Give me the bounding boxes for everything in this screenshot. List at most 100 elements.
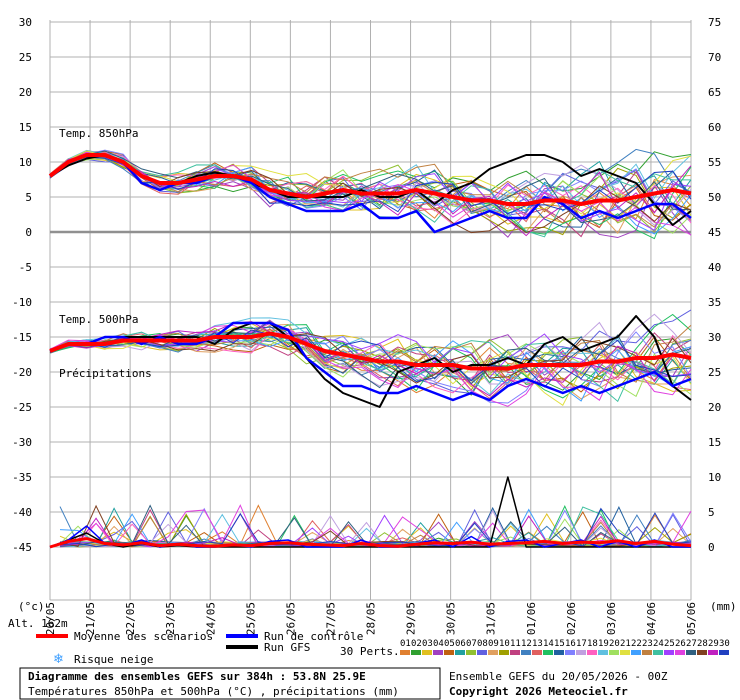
pert-number: 06	[455, 639, 466, 649]
left-tick-label: 20	[19, 86, 32, 99]
run-label: Ensemble GEFS du 20/05/2026 - 00Z	[449, 670, 668, 683]
pert-swatch	[620, 650, 630, 655]
pert-t850-line	[49, 153, 692, 238]
pert-swatch	[554, 650, 564, 655]
right-tick-label: 70	[708, 51, 721, 64]
pert-number: 28	[697, 639, 708, 649]
grid	[49, 20, 692, 601]
pert-swatch	[532, 650, 542, 655]
precip-panel-label: Précipitations	[59, 367, 152, 380]
legend-gfs-label: Run GFS	[264, 641, 310, 654]
pert-number: 03	[422, 639, 433, 649]
right-tick-label: 55	[708, 156, 721, 169]
pert-number: 05	[444, 639, 455, 649]
pert-t850-line	[49, 150, 692, 224]
pert-swatch	[455, 650, 465, 655]
legend-mean-label: Moyenne des scénarios	[74, 630, 213, 643]
mean-t500-line	[49, 331, 692, 371]
left-tick-label: -45	[12, 541, 32, 554]
x-tick-label: 03/06	[605, 602, 618, 635]
pert-swatch	[675, 650, 685, 655]
pert-swatch	[653, 650, 663, 655]
left-tick-label: -30	[12, 436, 32, 449]
right-tick-label: 30	[708, 331, 721, 344]
left-tick-label: -40	[12, 506, 32, 519]
pert-number: 19	[598, 639, 609, 649]
pert-swatch	[609, 650, 619, 655]
x-tick-label: 02/06	[565, 602, 578, 635]
pert-swatch	[488, 650, 498, 655]
pert-number: 10	[499, 639, 510, 649]
legend-control-label: Run de contrôle	[264, 630, 363, 643]
pert-swatch	[719, 650, 729, 655]
legend-snow-label: Risque neige	[74, 653, 153, 666]
left-tick-label: 0	[25, 226, 32, 239]
right-tick-label: 65	[708, 86, 721, 99]
pert-number: 07	[466, 639, 477, 649]
control-t850-line	[49, 153, 692, 234]
right-tick-label: 20	[708, 401, 721, 414]
left-tick-label: 25	[19, 51, 32, 64]
pert-swatch	[400, 650, 410, 655]
left-tick-label: -15	[12, 331, 32, 344]
pert-number: 14	[543, 639, 554, 649]
pert-swatch	[433, 650, 443, 655]
left-tick-label: -20	[12, 366, 32, 379]
pert-number: 27	[686, 639, 697, 649]
pert-swatch	[444, 650, 454, 655]
x-tick-label: 01/06	[525, 602, 538, 635]
x-tick-label: 24/05	[204, 602, 217, 635]
snowflake-icon: ❄	[53, 652, 64, 667]
copyright: Copyright 2026 Meteociel.fr	[449, 685, 628, 698]
pert-number: 04	[433, 639, 444, 649]
x-tick-label: 04/06	[645, 602, 658, 635]
main-series-lines	[48, 153, 692, 549]
pert-number: 26	[675, 639, 686, 649]
x-tick-label: 25/05	[244, 602, 257, 635]
pert-number: 12	[521, 639, 532, 649]
perts-legend: 01 02 03 04 05 06 07 08 09 10 11 12 13 14 15 16 17 18 19 20…	[400, 639, 730, 655]
t850-panel-label: Temp. 850hPa	[59, 127, 138, 140]
x-axis-ticks: 20/05 21/05 22/05 23/05 24/05 25/05 26/05 27/05…	[44, 602, 698, 635]
pert-swatch	[708, 650, 718, 655]
pert-swatch	[686, 650, 696, 655]
right-tick-label: 60	[708, 121, 721, 134]
pert-number: 23	[642, 639, 653, 649]
left-axis-unit: (°c)	[18, 600, 45, 613]
left-tick-label: -10	[12, 296, 32, 309]
pert-swatch	[664, 650, 674, 655]
x-tick-label: 20/05	[44, 602, 57, 635]
pert-swatch	[598, 650, 608, 655]
right-tick-label: 40	[708, 261, 721, 274]
x-tick-label: 30/05	[445, 602, 458, 635]
pert-number: 20	[609, 639, 620, 649]
pert-swatch	[697, 650, 707, 655]
footer-box	[19, 667, 441, 700]
t500-panel-label: Temp. 500hPa	[59, 313, 138, 326]
pert-number: 16	[565, 639, 576, 649]
left-axis-ticks: 30 25 20 15 10 5 0 -5 -10 -15 -20 -25 -30 -35 -40 -45	[12, 16, 32, 554]
pert-number: 30	[719, 639, 730, 649]
left-tick-label: 5	[25, 191, 32, 204]
x-tick-label: 23/05	[164, 602, 177, 635]
left-tick-label: -25	[12, 401, 32, 414]
right-tick-label: 45	[708, 226, 721, 239]
pert-number: 15	[554, 639, 565, 649]
x-tick-label: 28/05	[365, 602, 378, 635]
right-tick-label: 5	[708, 506, 715, 519]
pert-swatch	[565, 650, 575, 655]
pert-swatch	[642, 650, 652, 655]
x-tick-label: 22/05	[124, 602, 137, 635]
pert-swatch	[521, 650, 531, 655]
pert-number: 29	[708, 639, 719, 649]
pert-t500-line	[49, 331, 692, 379]
pert-number: 09	[488, 639, 499, 649]
pert-swatch	[477, 650, 487, 655]
left-tick-label: 15	[19, 121, 32, 134]
pert-swatch	[510, 650, 520, 655]
pert-swatch	[466, 650, 476, 655]
pert-number: 01	[400, 639, 411, 649]
pert-swatch	[587, 650, 597, 655]
